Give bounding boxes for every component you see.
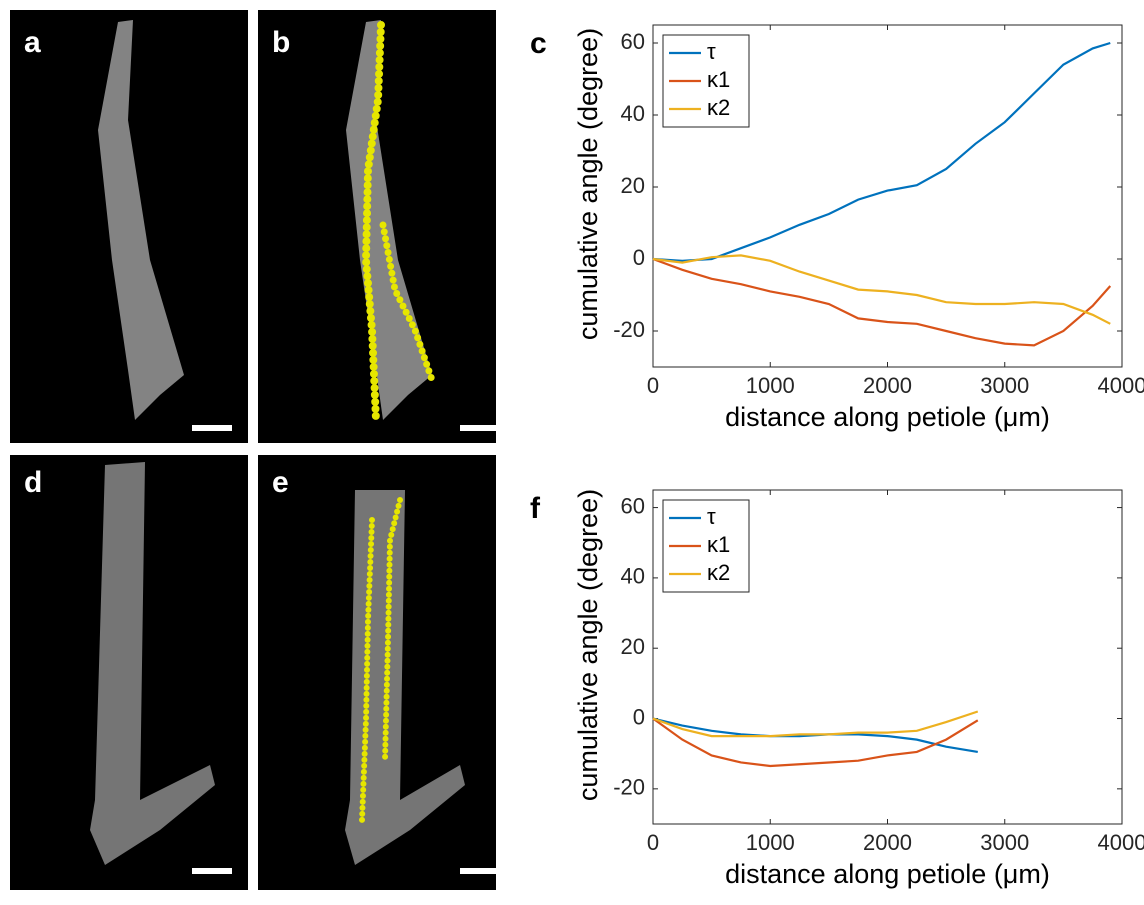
- x-tick-label: 4000: [1098, 373, 1144, 398]
- panel-label: f: [530, 492, 541, 525]
- y-tick-label: 40: [621, 101, 645, 126]
- legend-label: τ: [707, 39, 716, 64]
- data-line: [652, 717, 979, 768]
- x-tick-label: 2000: [863, 830, 912, 855]
- panel-label: c: [530, 27, 547, 60]
- image-panel: b: [258, 10, 500, 443]
- image-panel: d: [10, 455, 248, 890]
- data-line: [652, 710, 979, 738]
- x-tick-label: 1000: [746, 830, 795, 855]
- y-tick-label: 60: [621, 29, 645, 54]
- image-panel: a: [10, 10, 248, 443]
- panel-label: d: [24, 466, 42, 499]
- legend-label: κ2: [707, 95, 730, 120]
- x-tick-label: 0: [647, 830, 659, 855]
- x-tick-label: 1000: [746, 373, 795, 398]
- y-tick-label: -20: [613, 317, 645, 342]
- x-tick-label: 3000: [980, 373, 1029, 398]
- panel-label: b: [272, 26, 290, 59]
- legend-label: κ1: [707, 532, 730, 557]
- y-tick-label: 0: [633, 245, 645, 270]
- panel-label: a: [24, 26, 41, 59]
- image-panel: e: [258, 455, 500, 890]
- y-tick-label: 40: [621, 564, 645, 589]
- panel-label: e: [272, 466, 289, 499]
- y-tick-label: 60: [621, 493, 645, 518]
- x-tick-label: 4000: [1098, 830, 1144, 855]
- legend-label: τ: [707, 504, 716, 529]
- data-line: [652, 257, 1112, 347]
- y-tick-label: 0: [633, 704, 645, 729]
- legend-label: κ2: [707, 560, 730, 585]
- data-line: [652, 254, 1111, 325]
- data-line: [652, 41, 1111, 262]
- x-tick-label: 2000: [863, 373, 912, 398]
- x-axis-label: distance along petiole (μm): [725, 859, 1050, 889]
- y-axis-label: cumulative angle (degree): [573, 489, 603, 801]
- x-tick-label: 3000: [980, 830, 1029, 855]
- y-tick-label: -20: [613, 775, 645, 800]
- y-axis-label: cumulative angle (degree): [573, 28, 603, 340]
- x-tick-label: 0: [647, 373, 659, 398]
- x-axis-label: distance along petiole (μm): [725, 402, 1050, 432]
- legend-label: κ1: [707, 67, 730, 92]
- y-tick-label: 20: [621, 634, 645, 659]
- y-tick-label: 20: [621, 173, 645, 198]
